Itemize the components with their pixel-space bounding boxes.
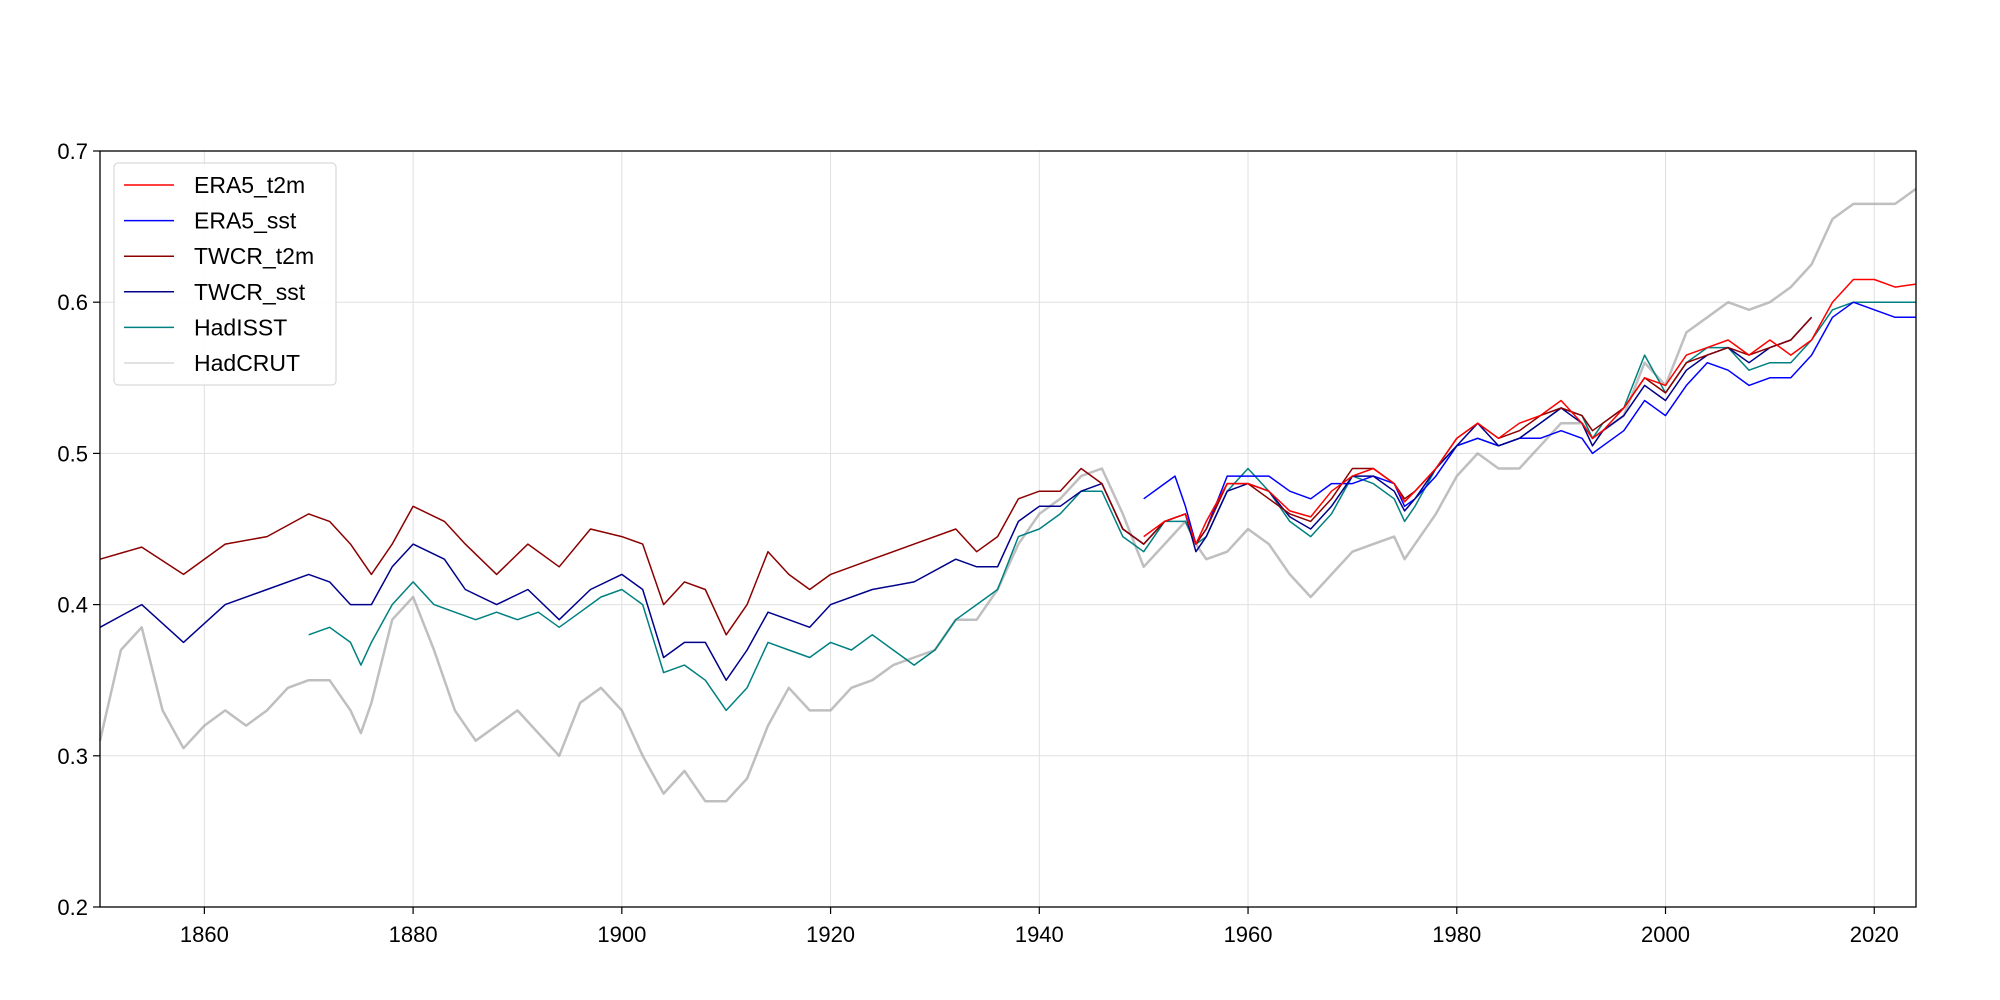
x-tick-label: 1940 bbox=[1015, 922, 1064, 947]
y-tick-label: 0.3 bbox=[57, 744, 88, 769]
y-tick-label: 0.7 bbox=[57, 139, 88, 164]
legend-label: TWCR_t2m bbox=[194, 243, 314, 269]
legend: ERA5_t2m ERA5_sst TWCR_t2m TWCR_sst HadISST H… bbox=[113, 162, 337, 386]
x-tick-label: 2000 bbox=[1641, 922, 1690, 947]
axis-ticks: 1860 1880 1900 1920 1940 1960 1980 2000 2020 0.2 0… bbox=[57, 139, 1898, 947]
x-tick-label: 1960 bbox=[1224, 922, 1273, 947]
plot-frame bbox=[99, 150, 1917, 908]
legend-label: HadCRUT bbox=[194, 350, 300, 376]
x-tick-label: 1900 bbox=[597, 922, 646, 947]
x-tick-label: 1980 bbox=[1432, 922, 1481, 947]
x-tick-label: 1860 bbox=[180, 922, 229, 947]
series-line-hadisst bbox=[308, 301, 1916, 712]
series-line-era5-t2m bbox=[1143, 278, 1917, 545]
legend-label: ERA5_t2m bbox=[194, 172, 305, 198]
legend-label: ERA5_sst bbox=[194, 208, 297, 234]
y-tick-label: 0.2 bbox=[57, 895, 88, 920]
legend-box bbox=[113, 162, 337, 386]
grid bbox=[100, 150, 1916, 908]
x-tick-label: 1920 bbox=[806, 922, 855, 947]
y-tick-label: 0.5 bbox=[57, 441, 88, 466]
x-tick-label: 1880 bbox=[389, 922, 438, 947]
legend-label: HadISST bbox=[194, 314, 287, 340]
legend-label: TWCR_sst bbox=[194, 279, 306, 305]
y-tick-label: 0.6 bbox=[57, 290, 88, 315]
y-tick-label: 0.4 bbox=[57, 593, 88, 618]
series-lines bbox=[98, 187, 1917, 803]
x-tick-label: 2020 bbox=[1850, 922, 1899, 947]
series-line-twcr-sst bbox=[99, 316, 1813, 681]
series-line-twcr-t2m bbox=[99, 316, 1813, 636]
series-line-hadcrut bbox=[98, 187, 1917, 803]
